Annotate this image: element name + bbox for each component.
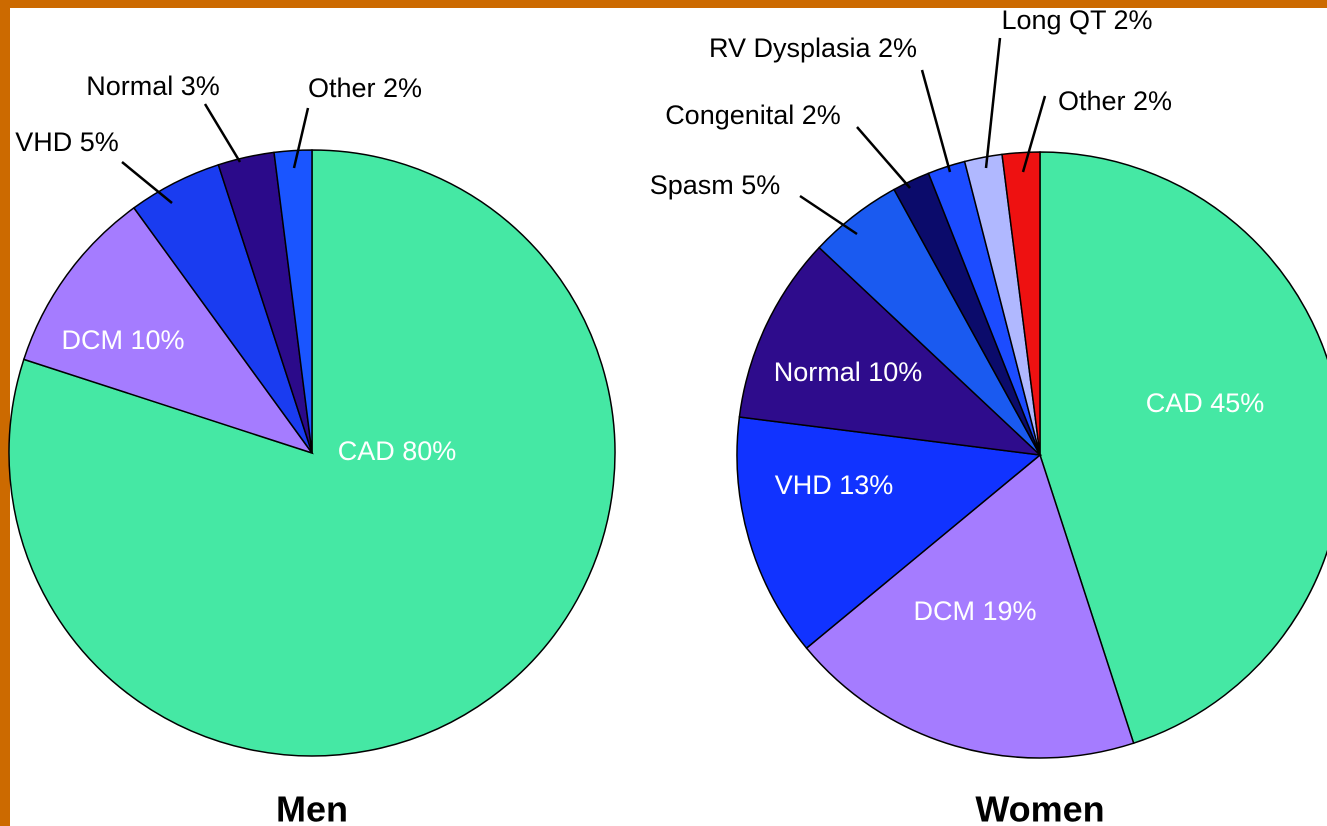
chart-title: Men xyxy=(276,789,348,826)
leader-line xyxy=(121,161,173,204)
pie-slice xyxy=(736,416,1042,650)
pie-slice xyxy=(273,149,313,454)
leader-line xyxy=(1021,95,1047,173)
leader-line xyxy=(920,69,952,173)
slice-label: Normal 10% xyxy=(774,357,923,387)
slice-label: Spasm 5% xyxy=(650,170,781,200)
chart-title: Women xyxy=(975,789,1104,826)
slice-label: Congenital 2% xyxy=(665,100,841,130)
leader-line xyxy=(984,37,1002,169)
slice-label: DCM 19% xyxy=(913,596,1036,626)
pie-slice xyxy=(738,246,1043,457)
slice-label: VHD 13% xyxy=(775,470,894,500)
pie-slice xyxy=(1001,151,1041,456)
slice-label: CAD 45% xyxy=(1146,388,1265,418)
leader-line xyxy=(292,107,310,169)
slice-label: DCM 10% xyxy=(61,325,184,355)
slice-label: RV Dysplasia 2% xyxy=(709,33,917,63)
slice-label: Long QT 2% xyxy=(1001,5,1152,35)
slice-label: Other 2% xyxy=(1058,86,1172,116)
pie-slice xyxy=(22,206,314,455)
slice-label: VHD 5% xyxy=(15,127,119,157)
leader-line xyxy=(203,103,242,163)
leader-line xyxy=(799,194,858,236)
slice-label: Normal 3% xyxy=(86,71,220,101)
slice-label: CAD 80% xyxy=(338,436,457,466)
pie-slice xyxy=(805,453,1135,759)
leader-line xyxy=(856,126,911,189)
slice-label: Other 2% xyxy=(308,73,422,103)
pie-slice xyxy=(1039,151,1327,745)
